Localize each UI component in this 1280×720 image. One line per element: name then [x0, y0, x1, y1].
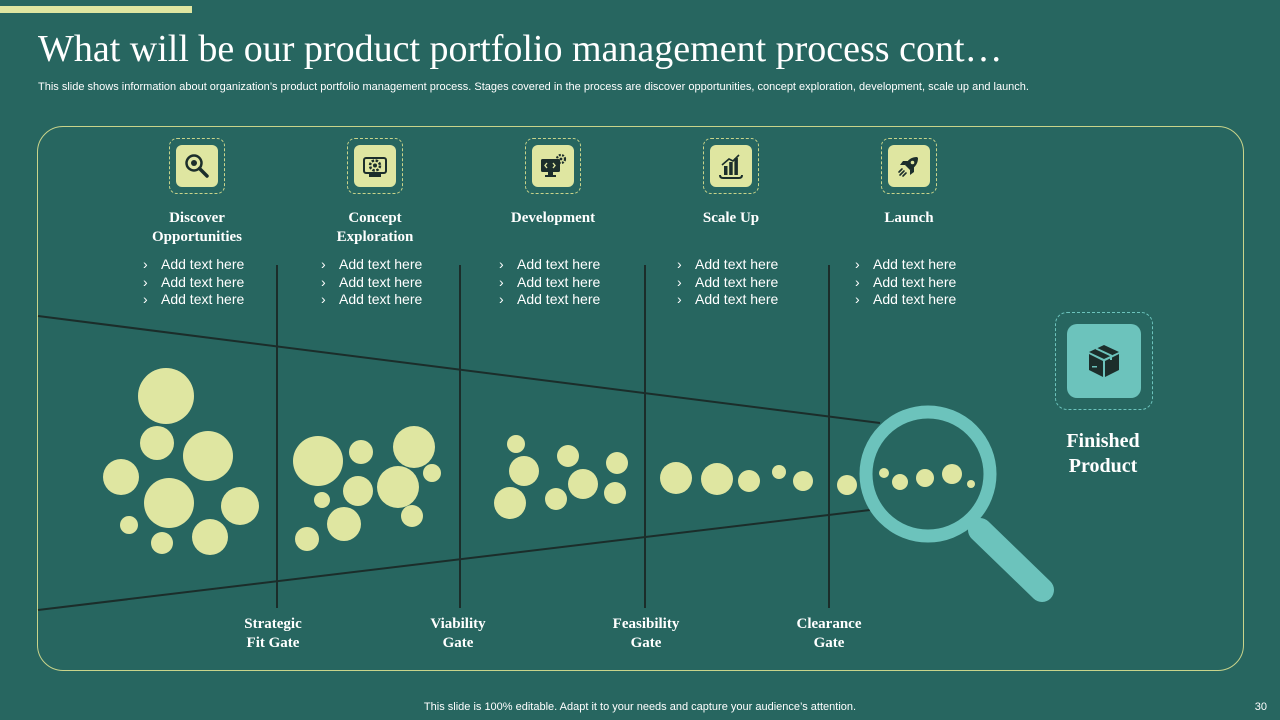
- bubble: [423, 464, 441, 482]
- rocket-icon: [898, 157, 918, 177]
- bubble: [314, 492, 330, 508]
- bubble: [793, 471, 813, 491]
- bubble: [507, 435, 525, 453]
- bubble: [604, 482, 626, 504]
- footer-note: This slide is 100% editable. Adapt it to…: [423, 701, 857, 713]
- bubble: [343, 476, 373, 506]
- stage-icon-frame: [881, 138, 937, 194]
- bubble: [151, 532, 173, 554]
- idea-gear-icon: [363, 157, 387, 177]
- bubble: [738, 470, 760, 492]
- list-item: › Add text here: [855, 256, 957, 272]
- bubble: [221, 487, 259, 525]
- bubble: [295, 527, 319, 551]
- stage-development: Development › Add text here › Add text her…: [463, 138, 643, 309]
- funnel-bottom-edge: [37, 509, 871, 611]
- bubble: [509, 456, 539, 486]
- accent-bar: [0, 6, 192, 13]
- bubble: [701, 463, 733, 495]
- bubble: [401, 505, 423, 527]
- finished-product-icon-frame: [1055, 312, 1153, 410]
- bubble: [916, 469, 934, 487]
- bubble: [660, 462, 692, 494]
- bubble: [568, 469, 598, 499]
- list-item: › Add text here: [677, 273, 779, 290]
- list-item: › Add text here: [499, 291, 601, 307]
- stage-icon-frame: [169, 138, 225, 194]
- bubble: [144, 478, 194, 528]
- bubble: [879, 468, 889, 478]
- stage-icon-frame: [525, 138, 581, 194]
- bubble: [349, 440, 373, 464]
- list-item: › Add text here: [855, 291, 957, 307]
- bubble: [327, 507, 361, 541]
- stage-title: Development: [510, 210, 596, 226]
- bubble: [606, 452, 628, 474]
- code-monitor-icon: [541, 153, 567, 177]
- bubble: [120, 516, 138, 534]
- bubble: [772, 465, 786, 479]
- stage-title: Discover Opportunities: [151, 210, 242, 245]
- stage-title: Scale Up: [702, 210, 760, 226]
- stage-icon-frame: [703, 138, 759, 194]
- bubble: [140, 426, 174, 460]
- list-item: › Add text here: [499, 256, 601, 272]
- stage-bullet-list: › Add text here › Add text here › Add text …: [285, 256, 465, 309]
- stage-bullet-list: › Add text here › Add text here › Add text …: [641, 256, 821, 309]
- stage-bullet-list: › Add text here › Add text here › Add text …: [463, 256, 643, 309]
- bubble: [967, 480, 975, 488]
- gate-label-viability: Viability Gate: [430, 616, 486, 651]
- page-number: 30: [1254, 701, 1267, 713]
- bubble: [892, 474, 908, 490]
- list-item: › Add text here: [143, 256, 245, 272]
- list-item: › Add text here: [143, 273, 245, 290]
- bubble: [183, 431, 233, 481]
- list-item: › Add text here: [321, 256, 423, 272]
- list-item: › Add text here: [499, 273, 601, 290]
- magnifier-icon: [859, 405, 1054, 602]
- stage-concept-exploration: Concept Exploration › Add text here › Add …: [285, 138, 465, 309]
- stage-title: Launch: [884, 210, 934, 226]
- list-item: › Add text here: [677, 291, 779, 307]
- page-subtitle: This slide shows information about organ…: [38, 81, 1029, 93]
- stage-launch: Launch › Add text here › Add text here › Ad…: [819, 138, 999, 309]
- bubble: [103, 459, 139, 495]
- stage-title: Concept Exploration: [336, 210, 414, 245]
- gate-label-strategic-fit: Strategic Fit Gate: [244, 616, 302, 651]
- finished-product-label: Finished Product: [1066, 430, 1140, 477]
- growth-chart-icon: [719, 154, 743, 179]
- gate-label-clearance: Clearance Gate: [796, 616, 862, 651]
- bubble: [942, 464, 962, 484]
- stage-icon-frame: [347, 138, 403, 194]
- stage-discover-opportunities: Discover Opportunities › Add text here › A…: [107, 138, 287, 309]
- stage-bullet-list: › Add text here › Add text here › Add text …: [107, 256, 287, 309]
- list-item: › Add text here: [855, 273, 957, 290]
- gate-label-feasibility: Feasibility Gate: [612, 616, 680, 651]
- list-item: › Add text here: [321, 273, 423, 290]
- bubble: [377, 466, 419, 508]
- bubble: [138, 368, 194, 424]
- list-item: › Add text here: [143, 291, 245, 307]
- box-icon: [1089, 345, 1119, 377]
- bubble: [293, 436, 343, 486]
- list-item: › Add text here: [677, 256, 779, 272]
- list-item: › Add text here: [321, 291, 423, 307]
- diagram-panel: [37, 126, 1244, 671]
- bubble: [393, 426, 435, 468]
- stage-bullet-list: › Add text here › Add text here › Add text …: [819, 256, 999, 309]
- bubble: [494, 487, 526, 519]
- page-title: What will be our product portfolio manag…: [38, 28, 1003, 70]
- bubble: [837, 475, 857, 495]
- bubble: [192, 519, 228, 555]
- bubble: [557, 445, 579, 467]
- stage-scale-up: Scale Up › Add text here › Add text here ›…: [641, 138, 821, 309]
- bubble: [545, 488, 567, 510]
- search-icon: [185, 154, 209, 178]
